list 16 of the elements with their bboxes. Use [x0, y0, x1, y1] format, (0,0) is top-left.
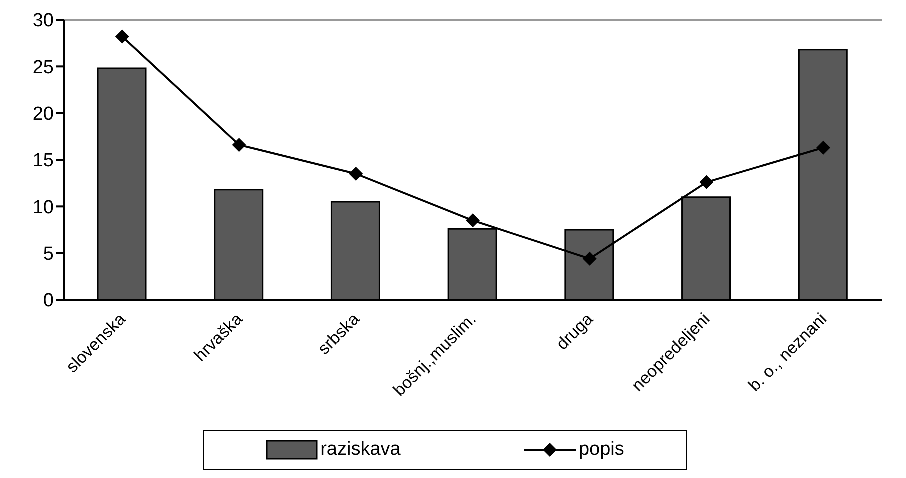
- y-tick-label: 25: [32, 57, 54, 78]
- y-tick-label: 20: [32, 104, 54, 126]
- y-tick-label: 10: [32, 197, 54, 218]
- point: [700, 175, 714, 190]
- point: [115, 30, 130, 44]
- point: [816, 140, 831, 155]
- y-tick-label: 30: [32, 10, 54, 32]
- y-tick-label: 0: [43, 290, 54, 312]
- point: [349, 167, 364, 181]
- point: [466, 214, 480, 228]
- y-tick-label: 15: [32, 150, 54, 172]
- legend-label: popis: [578, 439, 624, 461]
- legend-label: raziskava: [320, 439, 401, 461]
- y-tick-label: 5: [43, 244, 54, 266]
- point: [232, 138, 246, 152]
- point: [582, 252, 597, 266]
